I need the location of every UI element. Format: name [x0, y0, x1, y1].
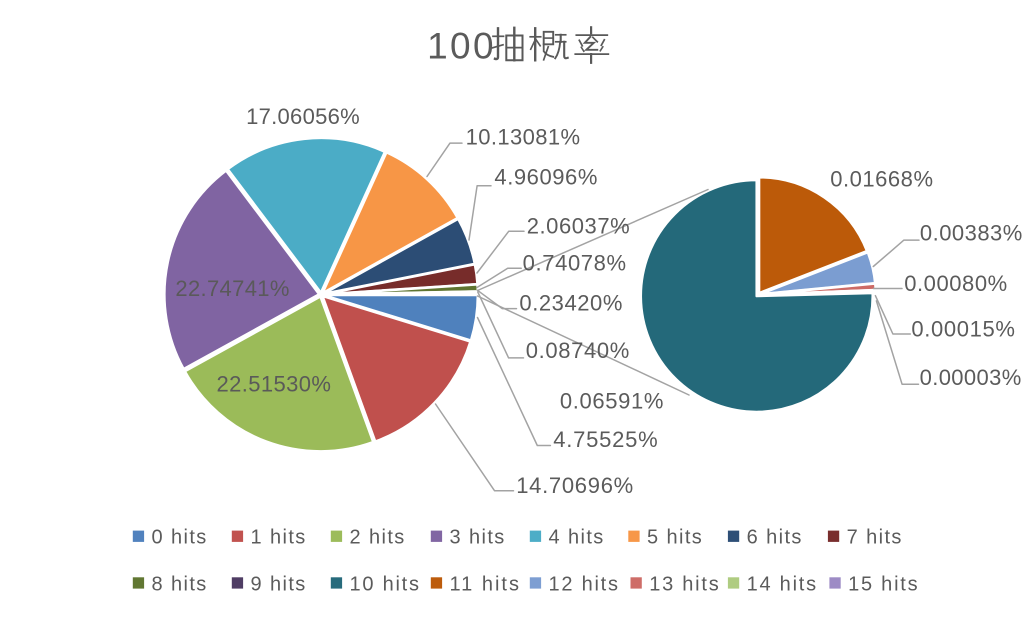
- svg-text:0 hits: 0 hits: [152, 527, 207, 549]
- svg-text:0.00015%: 0.00015%: [911, 316, 1015, 341]
- svg-text:100: 100: [427, 25, 494, 66]
- svg-text:5 hits: 5 hits: [647, 527, 702, 549]
- svg-text:15 hits: 15 hits: [848, 574, 918, 596]
- svg-text:17.06056%: 17.06056%: [246, 104, 360, 129]
- svg-text:8 hits: 8 hits: [152, 574, 207, 596]
- svg-text:14.70696%: 14.70696%: [516, 473, 633, 498]
- svg-text:0.23420%: 0.23420%: [519, 290, 622, 315]
- svg-text:0.00383%: 0.00383%: [920, 221, 1022, 246]
- svg-text:4 hits: 4 hits: [549, 527, 604, 549]
- svg-text:0.08740%: 0.08740%: [526, 338, 630, 363]
- svg-text:11 hits: 11 hits: [450, 574, 520, 596]
- svg-text:0.00003%: 0.00003%: [920, 365, 1022, 390]
- svg-text:10 hits: 10 hits: [350, 574, 420, 596]
- svg-text:2 hits: 2 hits: [350, 527, 405, 549]
- svg-text:3 hits: 3 hits: [450, 527, 505, 549]
- svg-text:14 hits: 14 hits: [747, 574, 817, 596]
- svg-text:12 hits: 12 hits: [549, 574, 619, 596]
- svg-text:6 hits: 6 hits: [747, 527, 802, 549]
- svg-text:22.51530%: 22.51530%: [217, 371, 331, 396]
- svg-text:4.75525%: 4.75525%: [553, 427, 657, 452]
- svg-text:2.06037%: 2.06037%: [527, 213, 630, 238]
- svg-text:4.96096%: 4.96096%: [494, 165, 597, 190]
- svg-text:0.01668%: 0.01668%: [830, 167, 933, 192]
- svg-text:1 hits: 1 hits: [251, 527, 306, 549]
- svg-text:0.00080%: 0.00080%: [904, 271, 1007, 296]
- svg-text:9 hits: 9 hits: [251, 574, 306, 596]
- svg-text:7 hits: 7 hits: [847, 527, 902, 549]
- svg-text:10.13081%: 10.13081%: [466, 125, 580, 150]
- svg-text:0.74078%: 0.74078%: [523, 251, 627, 276]
- svg-text:0.06591%: 0.06591%: [560, 388, 664, 413]
- svg-text:13 hits: 13 hits: [649, 574, 719, 596]
- svg-text:22.74741%: 22.74741%: [175, 276, 289, 301]
